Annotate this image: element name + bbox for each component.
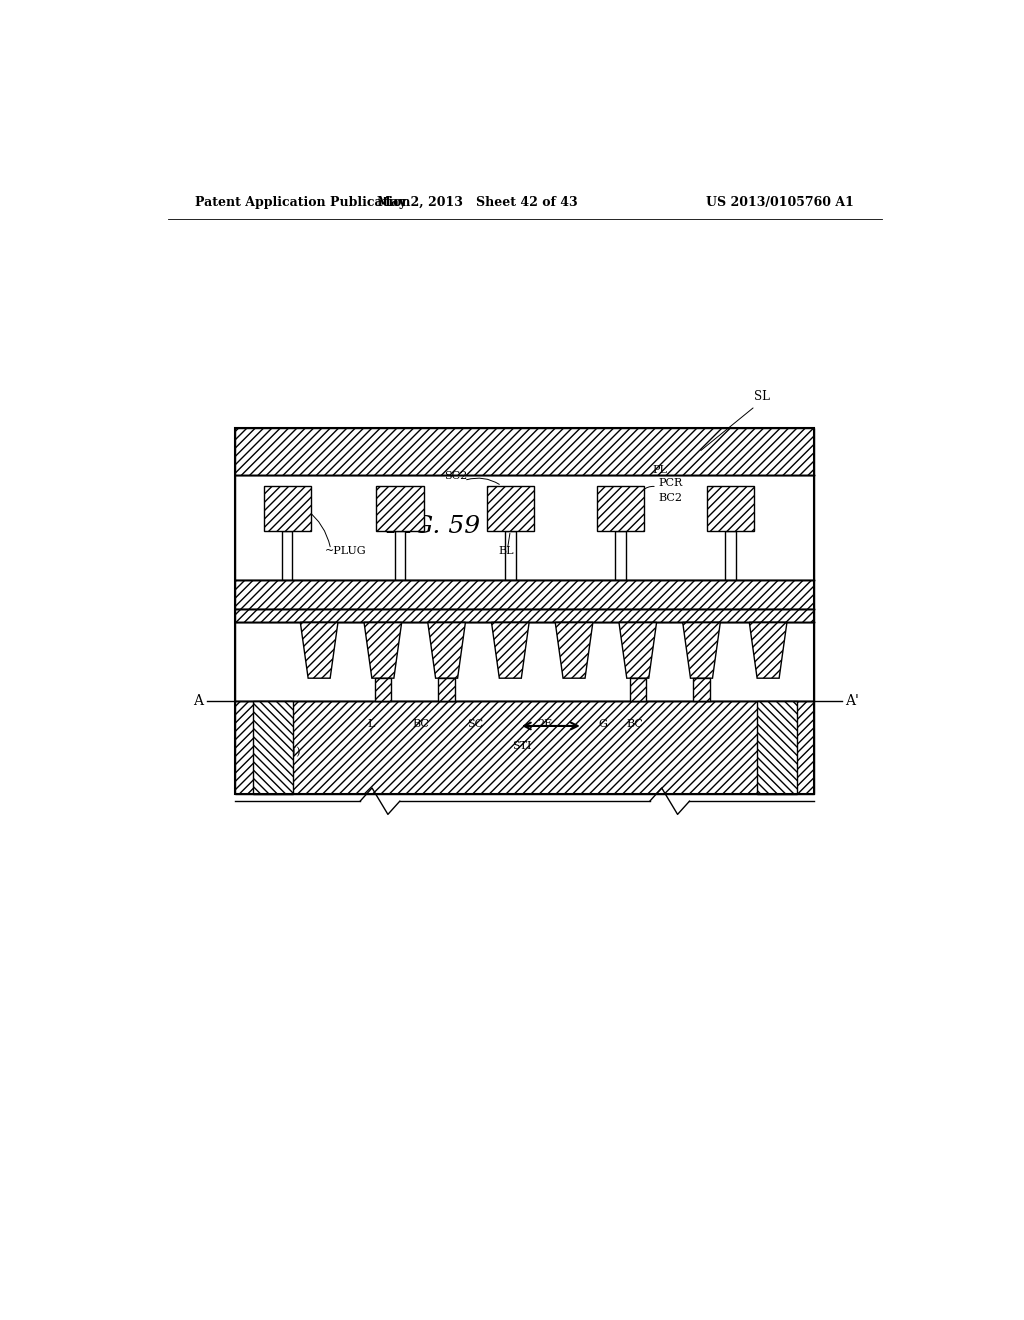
Text: L(SN): L(SN) <box>267 747 301 758</box>
Bar <box>505 531 515 579</box>
Polygon shape <box>428 622 466 678</box>
Text: PCR: PCR <box>658 478 682 488</box>
Text: BC: BC <box>627 719 643 729</box>
Bar <box>377 486 424 531</box>
Text: SC2: SC2 <box>443 471 467 482</box>
Bar <box>615 531 626 579</box>
Polygon shape <box>555 622 593 678</box>
Bar <box>757 701 797 795</box>
Bar <box>438 678 455 701</box>
Bar <box>375 678 391 701</box>
Text: PL: PL <box>652 465 667 475</box>
Bar <box>236 622 814 701</box>
Text: 2E: 2E <box>538 719 553 729</box>
Text: SC: SC <box>468 719 483 729</box>
Bar <box>395 531 406 579</box>
Bar <box>725 531 735 579</box>
Polygon shape <box>750 622 787 678</box>
Text: FIG. 59: FIG. 59 <box>386 515 480 537</box>
Bar <box>282 531 293 579</box>
Text: A: A <box>194 693 204 708</box>
Polygon shape <box>365 622 401 678</box>
Text: BC2: BC2 <box>658 492 682 503</box>
Bar <box>253 701 293 795</box>
Bar <box>597 486 644 531</box>
Bar <box>693 678 710 701</box>
Text: US 2013/0105760 A1: US 2013/0105760 A1 <box>707 195 854 209</box>
Text: A': A' <box>845 693 858 708</box>
Bar <box>236 609 814 622</box>
Polygon shape <box>618 622 656 678</box>
Text: L: L <box>368 719 375 729</box>
Bar <box>236 428 814 475</box>
Bar <box>236 579 814 609</box>
Text: PWEL: PWEL <box>261 764 296 775</box>
Text: STI: STI <box>512 742 531 751</box>
Text: SL: SL <box>754 391 769 403</box>
Polygon shape <box>492 622 529 678</box>
Text: ~PLUG: ~PLUG <box>325 545 367 556</box>
Bar <box>630 678 646 701</box>
Text: STI: STI <box>253 729 272 739</box>
Text: Patent Application Publication: Patent Application Publication <box>196 195 411 209</box>
Bar <box>486 486 535 531</box>
Text: BL: BL <box>499 545 514 556</box>
Bar <box>263 486 311 531</box>
Polygon shape <box>683 622 720 678</box>
Text: G: G <box>599 719 607 729</box>
Text: May 2, 2013   Sheet 42 of 43: May 2, 2013 Sheet 42 of 43 <box>377 195 578 209</box>
Bar <box>236 428 814 795</box>
Bar <box>236 475 814 579</box>
Text: BC: BC <box>412 719 429 729</box>
Bar <box>236 701 814 795</box>
Polygon shape <box>300 622 338 678</box>
Bar <box>707 486 755 531</box>
